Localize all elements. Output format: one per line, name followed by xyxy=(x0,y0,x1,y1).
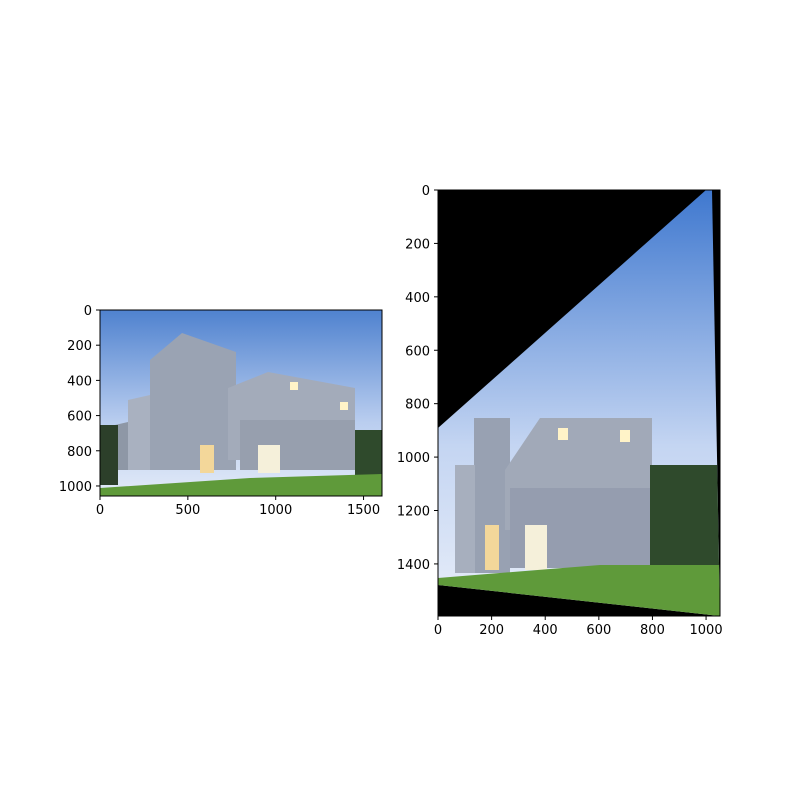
y-tick-label: 1200 xyxy=(397,505,430,520)
axes-frame xyxy=(99,309,383,497)
y-tick-label: 600 xyxy=(67,410,92,425)
y-tick-label: 200 xyxy=(67,339,92,354)
x-tick-label: 400 xyxy=(533,623,558,638)
right-image xyxy=(438,190,720,616)
y-tick-label: 800 xyxy=(405,398,430,413)
left-image xyxy=(100,310,382,496)
x-tick-label: 500 xyxy=(175,503,200,518)
y-tick-label: 200 xyxy=(405,237,430,252)
y-tick-label: 0 xyxy=(84,304,92,319)
x-tick-label: 1000 xyxy=(690,623,723,638)
x-tick-label: 1000 xyxy=(259,503,292,518)
axes-frame xyxy=(437,189,721,617)
x-tick-label: 1500 xyxy=(347,503,380,518)
y-tick-label: 400 xyxy=(405,291,430,306)
x-tick-label: 600 xyxy=(586,623,611,638)
x-tick-label: 800 xyxy=(640,623,665,638)
y-tick-label: 1400 xyxy=(397,558,430,573)
y-tick-label: 600 xyxy=(405,344,430,359)
y-tick-label: 0 xyxy=(422,184,430,199)
y-tick-label: 1000 xyxy=(397,451,430,466)
y-tick-label: 800 xyxy=(67,445,92,460)
x-tick-label: 0 xyxy=(434,623,442,638)
y-tick-label: 1000 xyxy=(59,480,92,495)
x-tick-label: 200 xyxy=(479,623,504,638)
y-tick-label: 400 xyxy=(67,374,92,389)
x-tick-label: 0 xyxy=(96,503,104,518)
